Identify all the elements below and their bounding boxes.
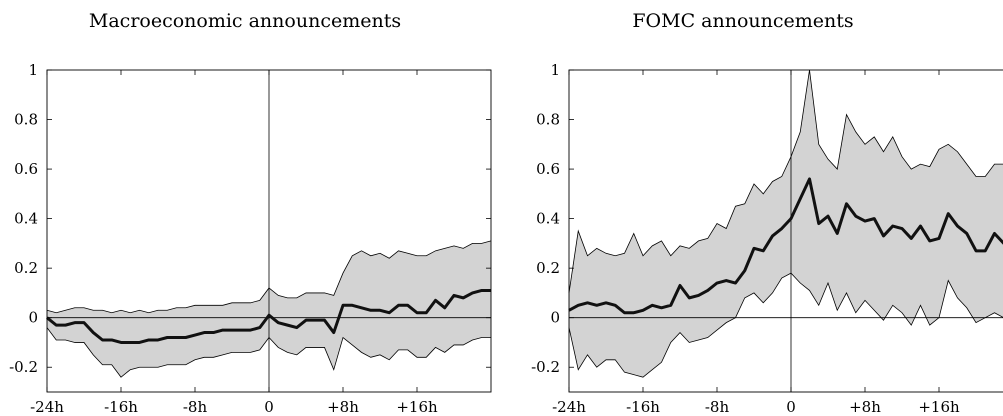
estimate-line	[46, 288, 491, 344]
x-tick-label: 0	[264, 398, 274, 416]
y-tick-label: -0.2	[9, 358, 38, 376]
y-tick-label: 0.2	[536, 259, 560, 277]
y-tick-label: 0.4	[536, 210, 560, 228]
y-tick-label: 0	[28, 309, 38, 327]
x-tick-label: -8h	[183, 398, 208, 416]
y-tick-label: 1	[28, 61, 38, 79]
x-tick-label: -8h	[705, 398, 730, 416]
x-tick-label: +8h	[327, 398, 359, 416]
x-tick-label: -16h	[626, 398, 660, 416]
y-tick-label: 0.2	[14, 259, 38, 277]
y-tick-label: 0.6	[14, 160, 38, 178]
x-tick-label: +16h	[396, 398, 438, 416]
y-tick-label: 0.8	[14, 111, 38, 129]
x-tick-label: +16h	[918, 398, 960, 416]
y-tick-label: 0	[550, 309, 560, 327]
panel-1: Macroeconomic announcements 1 0.8 0.6 0.4 0.2…	[9, 10, 492, 416]
estimate-line	[568, 177, 1003, 315]
panel-title: Macroeconomic announcements	[89, 10, 401, 32]
y-tick-label: 0.6	[536, 160, 560, 178]
x-tick-label: +8h	[849, 398, 881, 416]
x-tick-label: -16h	[104, 398, 138, 416]
panel-2: FOMC announcements 1 0.8 0.6 0.4 0.2 0 -0.2 -24h…	[531, 10, 1003, 416]
x-tick-label: 0	[786, 398, 796, 416]
y-tick-label: 0.8	[536, 111, 560, 129]
y-tick-label: 1	[550, 61, 560, 79]
x-tick-label: -24h	[30, 398, 64, 416]
y-tick-label: 0.4	[14, 210, 38, 228]
panel-title: FOMC announcements	[632, 10, 853, 32]
y-tick-label: -0.2	[531, 358, 560, 376]
x-tick-label: -24h	[552, 398, 586, 416]
